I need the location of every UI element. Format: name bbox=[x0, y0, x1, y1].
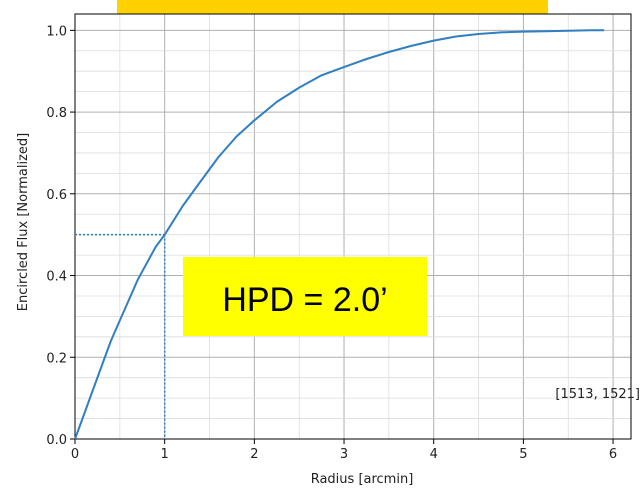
x-tick-label: 2 bbox=[250, 447, 258, 462]
series-lines bbox=[74, 29, 605, 440]
hpd-annotation: HPD = 2.0’ bbox=[222, 281, 387, 319]
y-tick-label: 0.0 bbox=[46, 433, 67, 448]
y-tick-labels: 0.0 0.2 0.4 0.6 0.8 1.0 bbox=[46, 24, 67, 448]
x-tick-label: 1 bbox=[161, 447, 169, 462]
y-axis-label: Encircled Flux [Normalized] bbox=[16, 133, 31, 311]
x-tick-label: 5 bbox=[519, 447, 527, 462]
y-tick-label: 0.8 bbox=[46, 106, 67, 121]
region-annotation: [1513, 1521] bbox=[555, 387, 640, 402]
half-flux-reference-lines bbox=[75, 233, 166, 439]
y-tick-label: 0.2 bbox=[46, 351, 67, 366]
x-tick-labels: 0 1 2 3 4 5 6 bbox=[71, 447, 617, 462]
plot-frame bbox=[74, 13, 632, 440]
encircled-flux-line bbox=[74, 29, 605, 440]
hpd-annotation-box bbox=[183, 257, 427, 336]
x-tick-label: 6 bbox=[609, 447, 617, 462]
y-tick-label: 0.6 bbox=[46, 188, 67, 203]
x-tick-label: 4 bbox=[430, 447, 438, 462]
top-banner bbox=[117, 0, 548, 14]
x-tick-label: 3 bbox=[340, 447, 348, 462]
x-tick-label: 0 bbox=[71, 447, 79, 462]
grid bbox=[74, 14, 631, 440]
y-tick-label: 0.4 bbox=[46, 270, 67, 285]
y-tick-label: 1.0 bbox=[46, 24, 67, 39]
x-axis-label: Radius [arcmin] bbox=[311, 472, 414, 487]
axes-frame bbox=[70, 13, 632, 444]
